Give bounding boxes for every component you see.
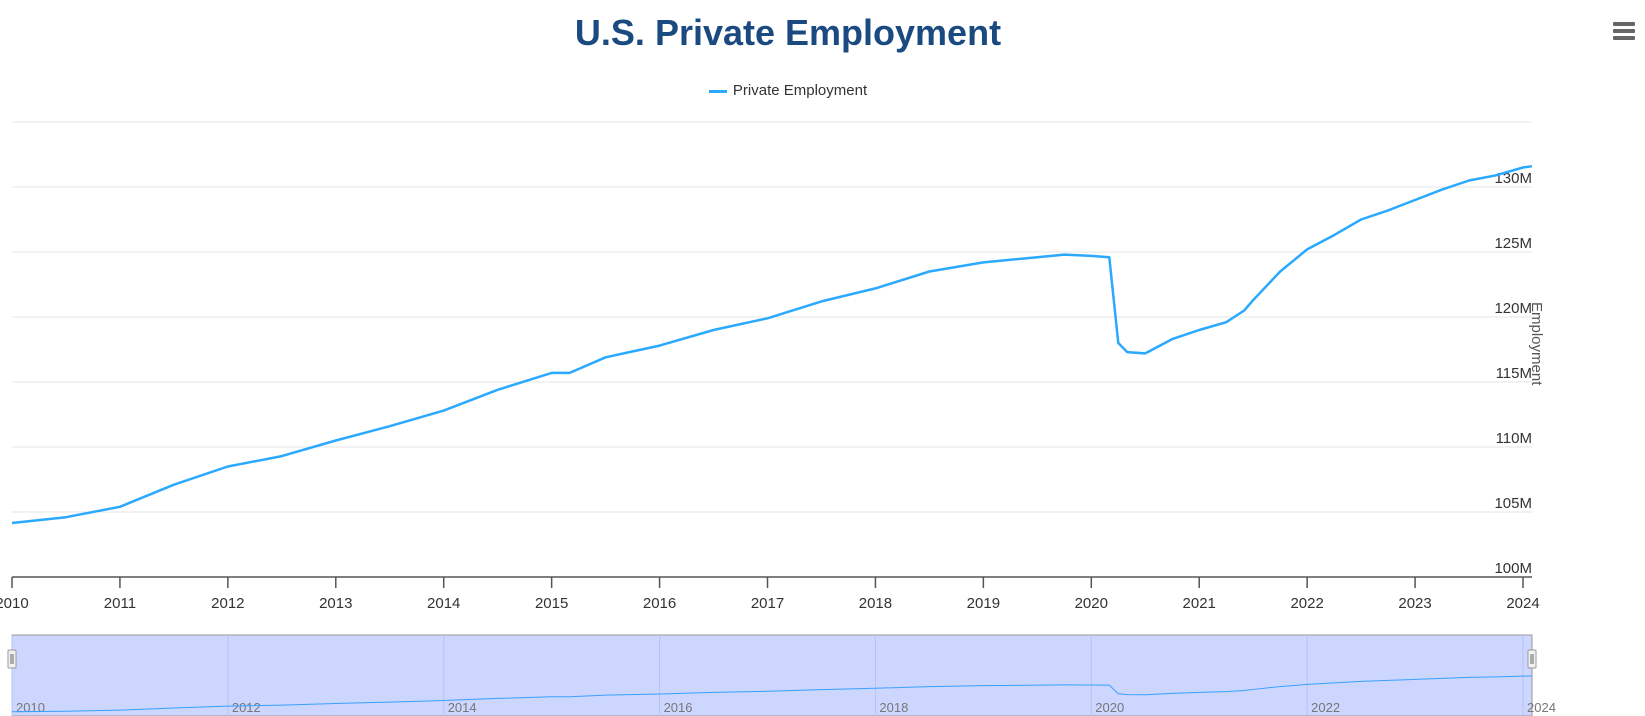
x-tick-label: 2019 <box>967 595 1000 612</box>
x-tick-label: 2015 <box>535 595 568 612</box>
x-tick-label: 2012 <box>211 595 244 612</box>
x-tick-label: 2022 <box>1290 595 1323 612</box>
chart-title: U.S. Private Employment <box>574 12 1002 53</box>
navigator-label: 2022 <box>1311 700 1340 715</box>
x-tick-label: 2024 <box>1506 595 1539 612</box>
x-tick-label: 2023 <box>1398 595 1431 612</box>
x-tick-label: 2017 <box>751 595 784 612</box>
legend-label: Private Employment <box>732 82 868 99</box>
x-tick-label: 2011 <box>104 595 136 612</box>
y-tick-label: 120M <box>1494 300 1532 317</box>
x-tick-label: 2018 <box>859 595 892 612</box>
y-tick-label: 115M <box>1496 365 1532 382</box>
navigator-series <box>11 675 1533 713</box>
x-tick-label: 2020 <box>1075 595 1108 612</box>
navigator-label: 2024 <box>1527 700 1556 715</box>
x-tick-label: 2010 <box>0 595 29 612</box>
y-tick-label: 125M <box>1494 235 1532 252</box>
y-tick-label: 105M <box>1494 495 1532 512</box>
y-tick-label: 130M <box>1494 170 1532 187</box>
x-tick-label: 2016 <box>643 595 676 612</box>
navigator-label: 2020 <box>1095 700 1124 715</box>
navigator-label: 2012 <box>232 700 261 715</box>
navigator-label: 2018 <box>879 700 908 715</box>
y-tick-label: 100M <box>1494 560 1532 577</box>
x-tick-label: 2013 <box>319 595 352 612</box>
legend-item[interactable]: Private Employment <box>0 82 1576 99</box>
x-tick-label: 2014 <box>427 595 460 612</box>
navigator-label: 2016 <box>664 700 693 715</box>
navigator-range[interactable] <box>11 634 1533 716</box>
series-line <box>11 164 1533 525</box>
navigator-label: 2010 <box>16 700 45 715</box>
x-tick-label: 2021 <box>1183 595 1216 612</box>
menu-icon[interactable] <box>1613 22 1635 43</box>
navigator-handle-left[interactable] <box>7 649 17 669</box>
legend-swatch <box>708 89 727 93</box>
y-tick-label: 110M <box>1496 430 1532 447</box>
navigator-label: 2014 <box>448 700 477 715</box>
navigator-handle-right[interactable] <box>1527 649 1537 669</box>
